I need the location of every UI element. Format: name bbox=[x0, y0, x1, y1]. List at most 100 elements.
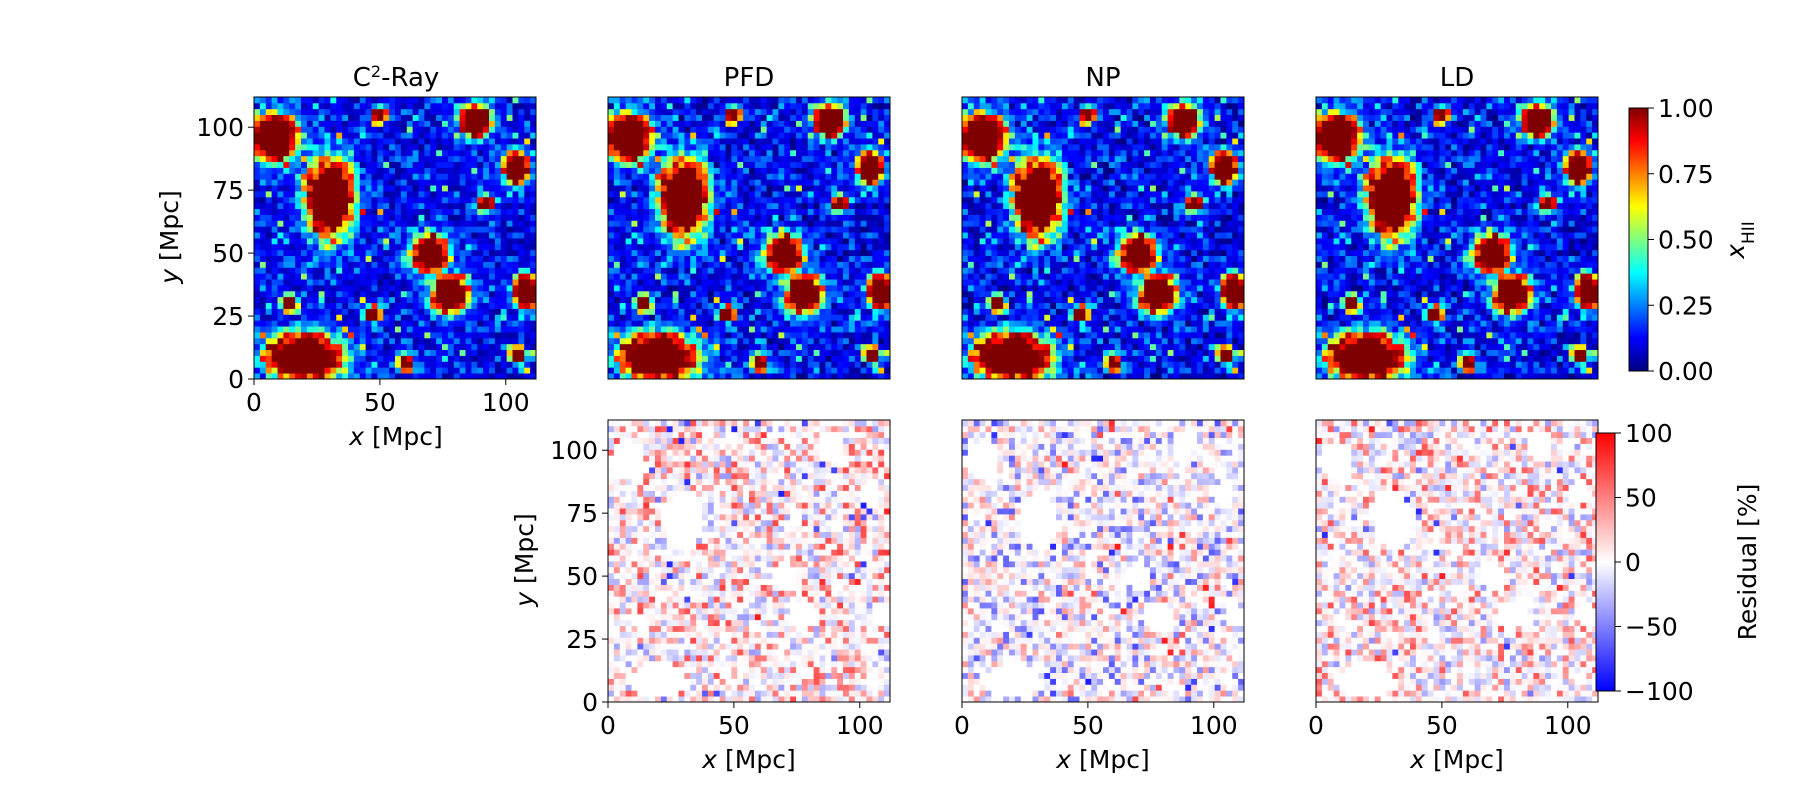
heatmap-cell bbox=[655, 191, 662, 198]
heatmap-cell bbox=[459, 214, 466, 221]
heatmap-cell bbox=[312, 161, 320, 168]
heatmap-cell bbox=[336, 132, 343, 139]
heatmap-cell bbox=[631, 332, 638, 339]
heatmap-cell bbox=[719, 149, 726, 157]
heatmap-cell bbox=[696, 144, 703, 151]
heatmap-cell bbox=[265, 208, 273, 215]
heatmap-cell bbox=[1167, 337, 1174, 345]
heatmap-cell bbox=[1220, 337, 1227, 345]
heatmap-cell bbox=[330, 220, 337, 227]
heatmap-cell bbox=[749, 220, 756, 227]
heatmap-cell bbox=[283, 232, 290, 239]
heatmap-cell bbox=[655, 138, 662, 145]
heatmap-cell bbox=[831, 226, 838, 233]
heatmap-cell bbox=[772, 161, 779, 168]
heatmap-cell bbox=[406, 232, 414, 239]
heatmap-cell bbox=[424, 361, 431, 368]
heatmap-cell bbox=[784, 155, 791, 163]
heatmap-cell bbox=[389, 191, 396, 198]
heatmap-cell bbox=[465, 361, 472, 368]
heatmap-cell bbox=[754, 349, 762, 356]
heatmap-cell bbox=[400, 144, 408, 151]
heatmap-cell bbox=[807, 267, 815, 274]
heatmap-cell bbox=[719, 290, 726, 298]
heatmap-cell bbox=[1214, 349, 1221, 356]
heatmap-cell bbox=[406, 126, 414, 133]
heatmap-cell bbox=[471, 97, 478, 104]
heatmap-cell bbox=[318, 173, 325, 180]
heatmap-cell bbox=[489, 108, 496, 116]
heatmap-cell bbox=[371, 337, 378, 345]
heatmap-cell bbox=[796, 232, 803, 239]
heatmap-cell bbox=[660, 226, 668, 233]
heatmap-cell bbox=[494, 238, 502, 245]
heatmap-cell bbox=[477, 238, 484, 245]
heatmap-cell bbox=[973, 367, 981, 374]
heatmap-cell bbox=[447, 97, 455, 104]
heatmap-cell bbox=[731, 373, 738, 380]
heatmap-cell bbox=[1226, 349, 1233, 356]
heatmap-cell bbox=[760, 202, 768, 210]
heatmap-cell bbox=[365, 232, 372, 239]
heatmap-cell bbox=[353, 144, 361, 151]
heatmap-cell bbox=[731, 149, 738, 157]
heatmap-cell bbox=[318, 355, 325, 362]
heatmap-cell bbox=[383, 155, 390, 163]
heatmap-cell bbox=[412, 167, 419, 174]
heatmap-cell bbox=[512, 296, 519, 304]
heatmap-cell bbox=[608, 185, 615, 192]
heatmap-cell bbox=[613, 149, 621, 157]
heatmap-cell bbox=[506, 185, 513, 192]
heatmap-cell bbox=[477, 332, 484, 339]
heatmap-cell bbox=[790, 279, 797, 286]
heatmap-cell bbox=[737, 296, 744, 304]
heatmap-cell bbox=[666, 179, 674, 186]
heatmap-cell bbox=[796, 114, 803, 121]
heatmap-cell bbox=[518, 343, 525, 351]
heatmap-cell bbox=[819, 232, 826, 239]
heatmap-cell bbox=[436, 290, 443, 298]
heatmap-cell bbox=[365, 120, 372, 127]
heatmap-cell bbox=[660, 149, 668, 157]
heatmap-cell bbox=[854, 196, 862, 204]
heatmap-cell bbox=[377, 255, 384, 262]
heatmap-cell bbox=[725, 296, 732, 304]
heatmap-cell bbox=[471, 343, 478, 351]
heatmap-cell bbox=[631, 261, 638, 268]
heatmap-cell bbox=[690, 167, 697, 174]
heatmap-cell bbox=[801, 367, 809, 374]
heatmap-cell bbox=[884, 343, 891, 351]
heatmap-cell bbox=[1044, 373, 1051, 380]
heatmap-cell bbox=[637, 355, 644, 362]
heatmap-cell bbox=[672, 196, 679, 204]
heatmap-cell bbox=[637, 138, 644, 145]
heatmap-cell bbox=[306, 226, 314, 233]
heatmap-cell bbox=[819, 208, 826, 215]
heatmap-cell bbox=[365, 279, 372, 286]
heatmap-cell bbox=[353, 238, 361, 245]
heatmap-cell bbox=[400, 167, 408, 174]
heatmap-cell bbox=[719, 285, 726, 292]
heatmap-cell bbox=[807, 161, 815, 168]
heatmap-cell bbox=[283, 290, 290, 298]
heatmap-cell bbox=[713, 343, 721, 351]
heatmap-cell bbox=[395, 249, 402, 257]
heatmap-cell bbox=[489, 155, 496, 163]
heatmap-cell bbox=[637, 361, 644, 368]
heatmap-cell bbox=[672, 191, 679, 198]
heatmap-cell bbox=[619, 267, 627, 274]
heatmap-cell bbox=[696, 308, 703, 315]
heatmap-cell bbox=[766, 343, 773, 351]
heatmap-cell bbox=[872, 138, 879, 145]
heatmap-cell bbox=[707, 267, 715, 274]
heatmap-cell bbox=[301, 102, 308, 110]
heatmap-cell bbox=[702, 249, 709, 257]
heatmap-cell bbox=[295, 208, 302, 215]
heatmap-cell bbox=[289, 161, 296, 168]
heatmap-cell bbox=[418, 161, 425, 168]
heatmap-cell bbox=[725, 179, 732, 186]
heatmap-cell bbox=[796, 238, 803, 245]
heatmap-cell bbox=[389, 267, 396, 274]
heatmap-cell bbox=[483, 249, 490, 257]
heatmap-cell bbox=[506, 320, 513, 327]
